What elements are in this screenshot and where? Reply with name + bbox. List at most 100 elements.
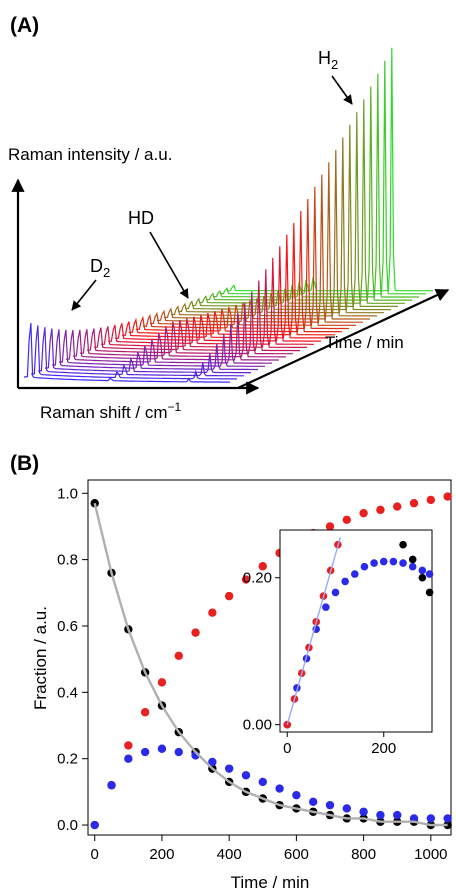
- data-point: [124, 741, 133, 750]
- inset-data-point: [360, 562, 369, 571]
- inset-data-point: [370, 559, 378, 567]
- annotation-h2-sub: 2: [331, 57, 338, 72]
- panel-a-depth-axis-arrow: [237, 289, 450, 389]
- data-point: [325, 800, 335, 810]
- data-point: [241, 575, 251, 584]
- data-point: [224, 764, 234, 773]
- y-tick-label: 0.8: [57, 552, 78, 569]
- spectrum-line: [30, 325, 238, 380]
- data-point: [359, 508, 368, 518]
- panel-a-depth-axis-label: Time / min: [325, 333, 404, 352]
- annotation-h2-arrow: [331, 75, 353, 105]
- inset-data-point: [350, 570, 359, 578]
- data-point: [376, 810, 385, 820]
- x-tick-label: 800: [351, 846, 376, 863]
- inset-data-point: [425, 570, 434, 578]
- spectrum-line: [65, 323, 272, 364]
- data-point: [393, 810, 402, 820]
- inset-data-point: [418, 566, 427, 575]
- plot-frame: [87, 479, 452, 836]
- x-tick-label: 200: [149, 846, 174, 863]
- spectrum-line: [37, 327, 244, 377]
- data-point: [208, 757, 217, 767]
- spectrum-line: [86, 291, 293, 355]
- y-tick-label: 0.2: [57, 751, 78, 768]
- annotation-d2-sub: 2: [103, 265, 110, 280]
- spectrum-line: [100, 269, 307, 348]
- spectrum-line: [122, 234, 328, 339]
- x-tick-label: 600: [284, 846, 309, 863]
- panel-b-label: (B): [10, 452, 39, 475]
- spectrum-line: [58, 329, 265, 367]
- inset-y-tick-label: 0.00: [243, 717, 272, 734]
- inset-data-point: [408, 555, 417, 564]
- x-tick-label: 1000: [414, 846, 447, 863]
- panel-a-x-axis-label-sup: −1: [168, 400, 182, 414]
- y-tick-label: 1.0: [57, 485, 78, 502]
- panel-b-x-axis-label: Time / min: [231, 873, 310, 892]
- data-point: [241, 771, 251, 780]
- fit-curve: [93, 502, 448, 827]
- data-point: [208, 608, 217, 617]
- panel-a-label: (A): [10, 14, 39, 37]
- y-tick-label: 0.0: [57, 817, 78, 834]
- data-point: [409, 499, 419, 508]
- data-point: [174, 651, 183, 661]
- inset-data-point: [331, 588, 340, 597]
- data-point: [393, 502, 402, 511]
- annotation-h2-main: H: [318, 48, 331, 68]
- spectrum-line: [79, 302, 286, 358]
- data-point: [224, 591, 234, 601]
- data-point: [90, 820, 99, 830]
- spectrum-line: [51, 329, 258, 371]
- data-point: [443, 814, 452, 823]
- data-point: [275, 784, 284, 793]
- spectrum-line: [44, 328, 251, 374]
- annotation-hd: HD: [128, 208, 154, 228]
- spectrum-line: [150, 186, 357, 326]
- inset-data-point: [399, 540, 407, 549]
- spectrum-line: [114, 246, 321, 342]
- data-point: [157, 678, 167, 687]
- panel-a-x-axis-label: Raman shift / cm−1: [40, 400, 182, 422]
- spectrum-line: [72, 313, 279, 361]
- inset-data-point: [322, 603, 330, 611]
- panel-a-x-axis-label-main: Raman shift / cm: [40, 403, 168, 422]
- data-point: [140, 747, 150, 757]
- panel-b: (B) 0 200 400 600 800 10000.00.20.40.60.81.0 …: [10, 452, 452, 892]
- annotation-h2: H2: [318, 48, 338, 72]
- annotation-hd-arrow: [149, 231, 189, 299]
- data-point: [426, 814, 436, 823]
- annotation-d2: D2: [90, 256, 110, 280]
- data-point: [140, 708, 150, 717]
- inset-data-point: [399, 559, 407, 567]
- spectrum-line: [128, 222, 335, 336]
- inset-data-point: [408, 562, 417, 571]
- main-plot: 0 200 400 600 800 1000 0.0 0.2 0.4 0.6 0.8 1.0: [57, 485, 452, 863]
- y-tick-label: 0.6: [57, 618, 78, 635]
- data-point: [107, 781, 116, 790]
- data-point: [325, 522, 335, 531]
- data-point: [443, 820, 452, 830]
- data-point: [359, 807, 368, 816]
- panel-b-y-axis-label: Fraction / a.u.: [31, 606, 50, 710]
- data-point: [124, 754, 133, 763]
- data-point: [191, 628, 200, 637]
- data-point: [342, 804, 352, 813]
- inset-y-tick-label: 0.20: [243, 570, 272, 587]
- data-point: [308, 797, 318, 807]
- y-tick-label: 0.4: [57, 684, 78, 701]
- panel-a-y-axis-label: Raman intensity / a.u.: [8, 145, 172, 164]
- x-tick-label: 0: [91, 846, 99, 863]
- panel-a: (A) Raman intensity / a.u. Raman shift /…: [8, 14, 450, 422]
- annotation-d2-arrow: [71, 279, 97, 311]
- data-point: [258, 777, 267, 787]
- spectrum-line: [135, 210, 342, 333]
- inset-fit-line: [286, 537, 341, 725]
- data-point: [443, 492, 452, 501]
- inset-data-point: [418, 573, 427, 582]
- inset-data-point: [379, 557, 388, 566]
- data-point: [258, 562, 267, 571]
- spectrum-line: [107, 257, 314, 345]
